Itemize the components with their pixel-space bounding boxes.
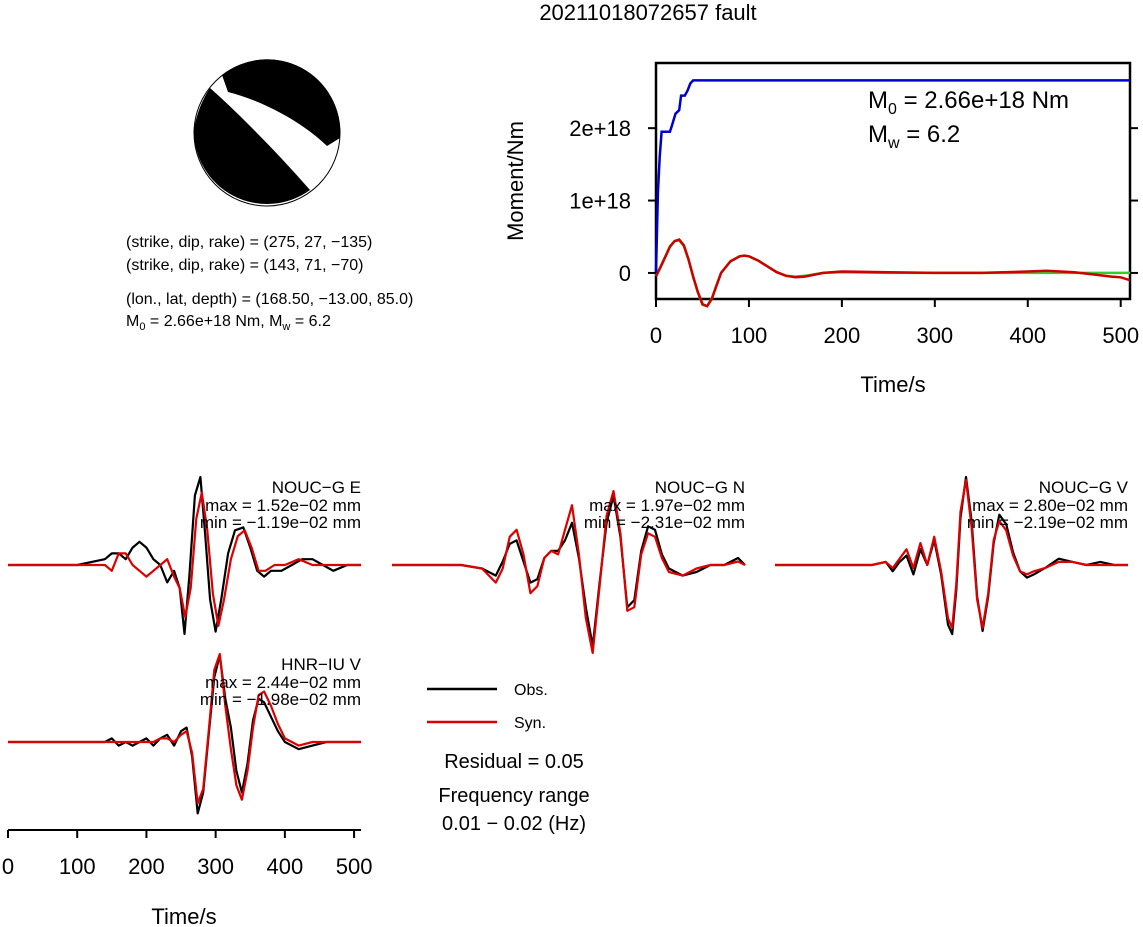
moment-xtick-label: 200: [824, 323, 861, 348]
plane2-text: (strike, dip, rake) = (143, 71, −70): [126, 257, 363, 274]
observed-waveform: [8, 475, 361, 636]
frequency-range-value: 0.01 − 0.02 (Hz): [442, 813, 586, 835]
moment-xtick-label: 400: [1009, 323, 1046, 348]
waveform-xlabel: Time/s: [151, 904, 216, 927]
moment-ytick-label: 2e+18: [569, 116, 631, 141]
plane1-text: (strike, dip, rake) = (275, 27, −135): [126, 234, 372, 251]
moment-plot-frame: [654, 61, 1132, 301]
frequency-range-title: Frequency range: [438, 785, 589, 807]
station-min-label: min = −1.98e−02 mm: [200, 690, 361, 709]
waveform-xtick-label: 200: [128, 854, 165, 879]
station-max-label: max = 1.97e−02 mm: [589, 496, 745, 515]
beachball-compression-upper: [222, 59, 341, 146]
waveform-xtick-label: 100: [59, 854, 96, 879]
station-min-label: min = −2.19e−02 mm: [967, 513, 1128, 532]
moment-ylabel: Moment/Nm: [503, 121, 528, 241]
waveform-time-axis: 0 100 200 300 400 500: [2, 829, 373, 879]
synthetic-waveform: [775, 479, 1128, 630]
station-max-label: max = 2.80e−02 mm: [972, 496, 1128, 515]
station-max-label: max = 1.52e−02 mm: [205, 496, 361, 515]
synthetic-waveform: [8, 491, 361, 627]
synthetic-waveform: [8, 652, 361, 805]
legend-obs-label: Obs.: [514, 682, 548, 699]
waveform-xtick-label: 300: [197, 854, 234, 879]
waveform-xtick-label: 400: [267, 854, 304, 879]
moment-xtick-label: 100: [731, 323, 768, 348]
legend: Obs. Syn. Residual = 0.05 Frequency rang…: [427, 682, 590, 835]
beachball-compression-lower: [193, 88, 310, 205]
beachball: [193, 59, 341, 207]
moment-ytick-label: 0: [619, 261, 631, 286]
station-label: NOUC−G N: [655, 478, 745, 497]
waveform-xtick-label: 0: [2, 854, 14, 879]
station-label: HNR−IU V: [281, 655, 361, 674]
waveform-xtick-label: 500: [336, 854, 373, 879]
moment-xtick-label: 0: [650, 323, 662, 348]
moment-magnitude-text: M0 = 2.66e+18 Nm, Mw = 6.2: [126, 313, 331, 333]
station-min-label: min = −2.31e−02 mm: [584, 513, 745, 532]
moment-xtick-label: 500: [1102, 323, 1139, 348]
moment-xtick-label: 300: [916, 323, 953, 348]
station-max-label: max = 2.44e−02 mm: [205, 673, 361, 692]
moment-series-line: [654, 79, 1130, 273]
figure-title: 20211018072657 fault: [539, 0, 756, 25]
legend-syn-label: Syn.: [514, 715, 546, 732]
location-text: (lon., lat, depth) = (168.50, −13.00, 85…: [126, 291, 413, 308]
synthetic-waveform: [392, 490, 746, 655]
moment-xlabel: Time/s: [860, 372, 925, 397]
moment-ytick-label: 1e+18: [569, 189, 631, 214]
mechanism-info: (strike, dip, rake) = (275, 27, −135) (s…: [126, 234, 413, 333]
station-min-label: min = −1.19e−02 mm: [200, 513, 361, 532]
moment-m0-label: M0 = 2.66e+18 Nm: [868, 87, 1069, 118]
moment-rate-panel: 0 100 200 300 400 500 0 1e+18 2e+18 Moment/Nm Ti…: [503, 61, 1139, 397]
moment-series-line: [654, 238, 1131, 308]
station-label: NOUC−G E: [272, 478, 361, 497]
station-label: NOUC−G V: [1039, 478, 1129, 497]
residual-text: Residual = 0.05: [444, 751, 584, 773]
moment-mw-label: Mw = 6.2: [868, 121, 960, 152]
